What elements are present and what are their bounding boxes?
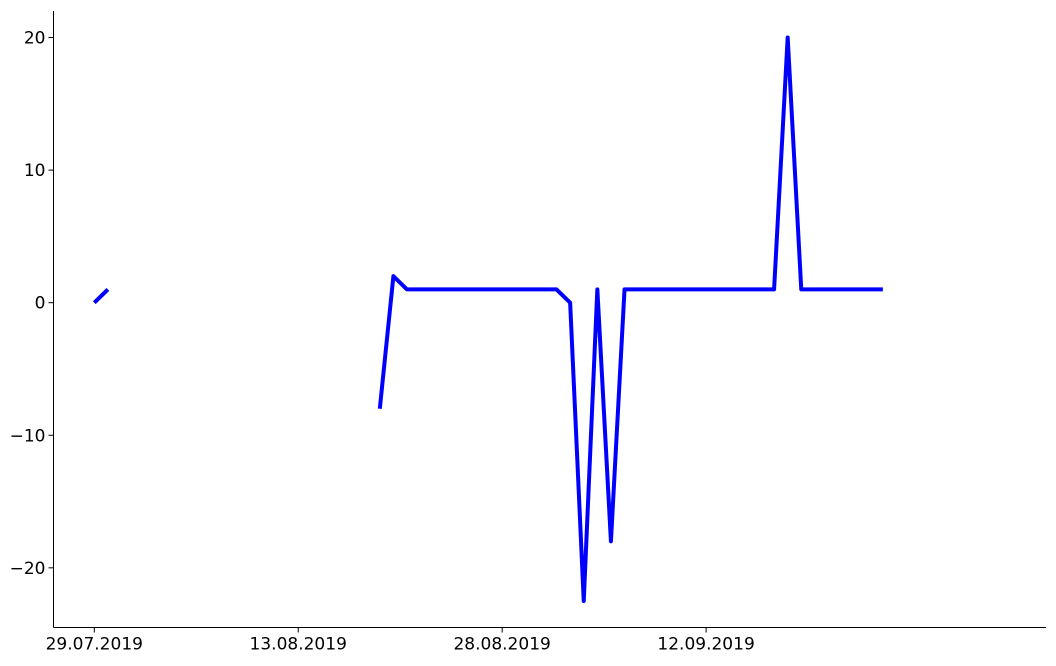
y-tick-label: −20 bbox=[10, 559, 46, 579]
y-tick-label: −10 bbox=[10, 426, 46, 446]
x-ticks: 29.07.2019 13.08.2019 28.08.2019 12.09.2019 bbox=[46, 627, 755, 655]
axes bbox=[53, 11, 1046, 628]
y-tick-label: 20 bbox=[24, 29, 46, 49]
x-tick-label: 28.08.2019 bbox=[453, 635, 550, 655]
series-line-segment bbox=[92, 287, 110, 305]
series-line-segment bbox=[377, 35, 883, 603]
series-layer bbox=[92, 35, 883, 603]
x-tick-label: 12.09.2019 bbox=[657, 635, 754, 655]
x-tick-label: 29.07.2019 bbox=[46, 635, 143, 655]
x-tick-label: 13.08.2019 bbox=[250, 635, 347, 655]
y-tick-label: 0 bbox=[35, 294, 46, 314]
y-tick-label: 10 bbox=[24, 161, 46, 181]
y-ticks: 20 10 0 −10 −20 bbox=[10, 29, 54, 579]
